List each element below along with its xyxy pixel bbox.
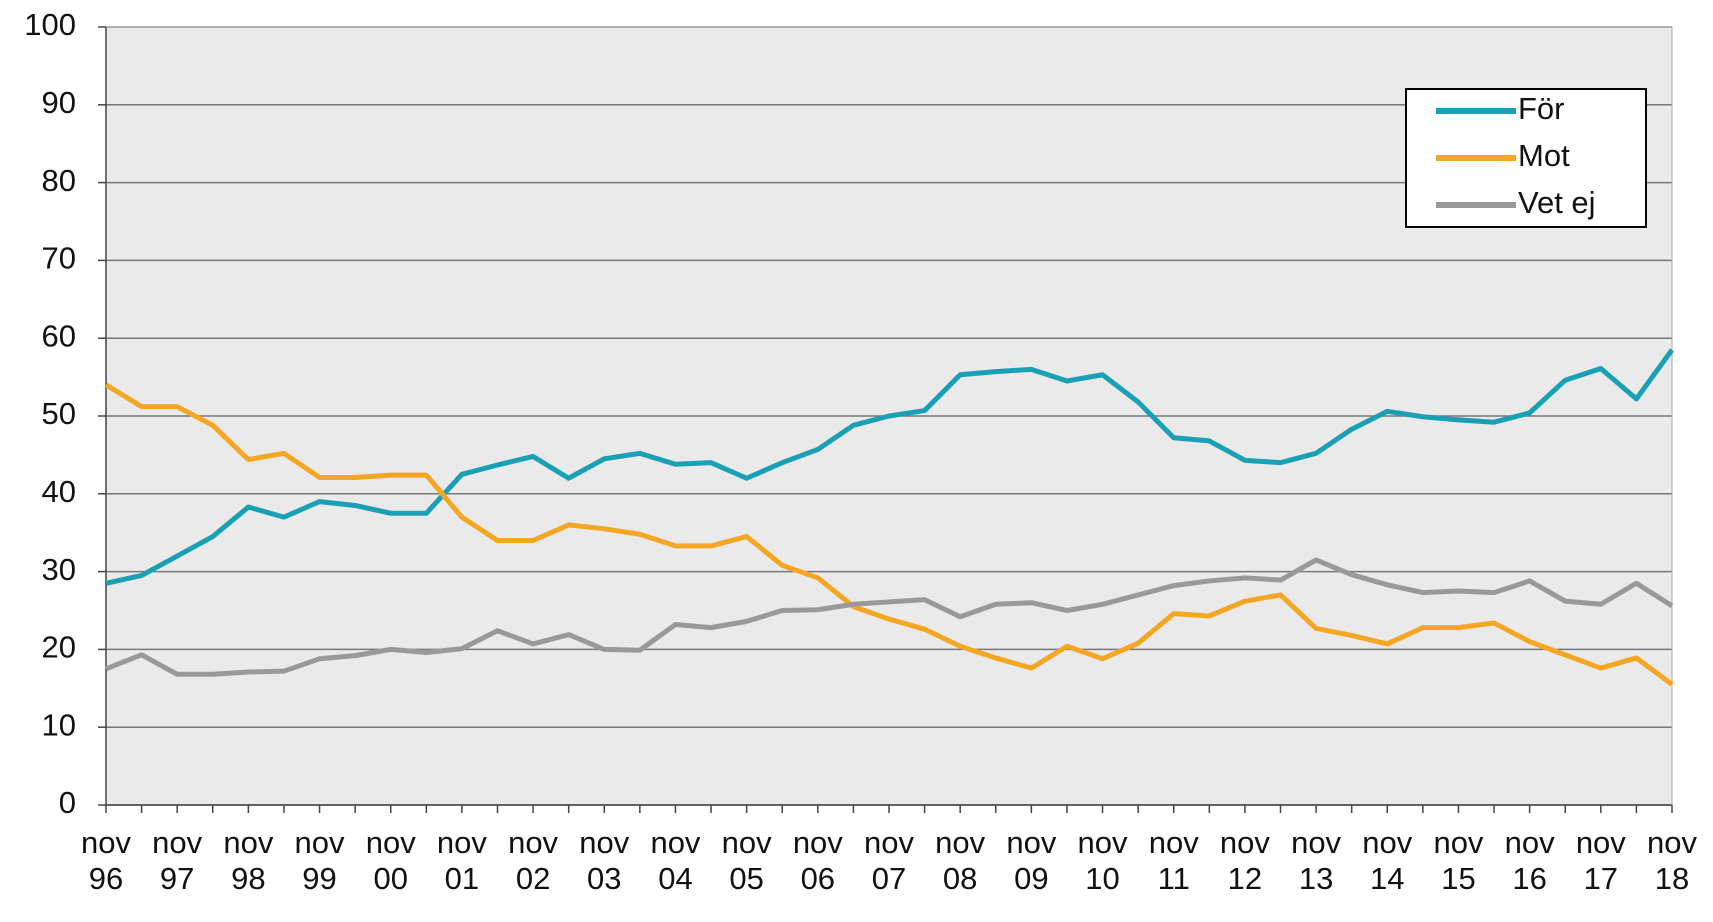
x-tick-label: nov 06 [792, 825, 843, 896]
x-tick-label: nov 05 [721, 825, 772, 896]
y-tick-label: 60 [42, 318, 76, 353]
y-tick-label: 0 [59, 785, 76, 820]
x-tick-label: nov 97 [152, 825, 203, 896]
x-tick-label: nov 11 [1148, 825, 1199, 896]
x-tick-label: nov 17 [1575, 825, 1626, 896]
y-tick-label: 20 [42, 630, 76, 665]
x-tick-label: nov 13 [1291, 825, 1342, 896]
x-tick-label: nov 00 [365, 825, 416, 896]
x-tick-label: nov 12 [1219, 825, 1270, 896]
x-tick-label: nov 04 [650, 825, 701, 896]
x-tick-label: nov 02 [508, 825, 559, 896]
y-tick-label: 30 [42, 552, 76, 587]
series-line [105, 348, 1675, 586]
y-tick-label: 40 [42, 474, 76, 509]
x-tick-label: nov 14 [1362, 825, 1413, 896]
x-tick-label: nov 96 [81, 825, 131, 896]
legend-label: Mot [1518, 138, 1570, 173]
x-tick-label: nov 03 [579, 825, 630, 896]
x-tick-label: nov 98 [223, 825, 274, 896]
y-tick-label: 80 [42, 163, 76, 198]
x-tick-label: nov 99 [294, 825, 345, 896]
x-tick-label: nov 18 [1647, 825, 1697, 896]
x-tick-label: nov 08 [935, 825, 986, 896]
x-tick-label: nov 15 [1433, 825, 1484, 896]
x-tick-label: nov 01 [436, 825, 487, 896]
y-tick-label: 50 [42, 396, 76, 431]
y-tick-label: 100 [24, 7, 76, 42]
x-tick-label: nov 16 [1504, 825, 1555, 896]
legend-label: För [1518, 91, 1565, 126]
series-line [104, 382, 1674, 687]
y-tick-label: 90 [42, 85, 76, 120]
y-tick-label: 70 [42, 241, 76, 276]
x-tick-label: nov 10 [1077, 825, 1128, 896]
y-tick-label: 10 [42, 707, 76, 742]
x-tick-label: nov 09 [1006, 825, 1057, 896]
x-tick-label: nov 07 [864, 825, 914, 896]
series-line [105, 557, 1674, 677]
legend-label: Vet ej [1518, 185, 1596, 220]
